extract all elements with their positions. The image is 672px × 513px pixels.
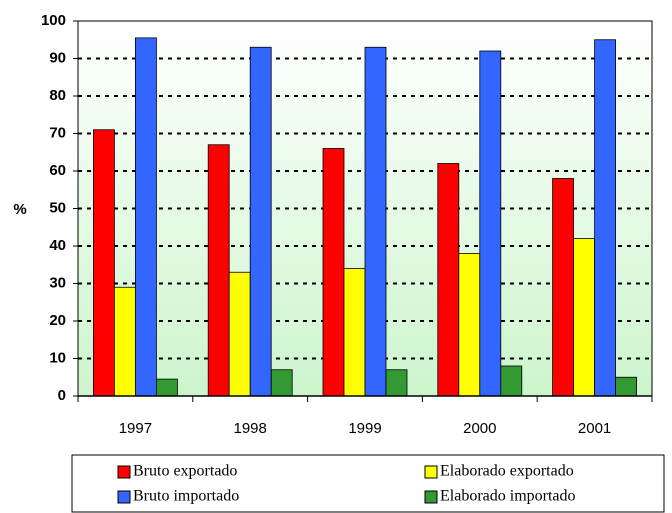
y-tick-label: 80	[49, 87, 66, 104]
legend-label: Bruto exportado	[133, 463, 237, 480]
bar	[93, 129, 115, 397]
y-tick-label: 40	[49, 237, 66, 254]
legend-label: Bruto importado	[133, 488, 239, 505]
x-tick-label: 1998	[234, 420, 267, 437]
x-tick-label: 2000	[463, 420, 496, 437]
y-axis-label: %	[13, 201, 26, 218]
y-tick-label: 10	[49, 349, 66, 366]
legend-swatch	[117, 465, 131, 479]
bar	[364, 46, 387, 397]
legend-label: Elaborado importado	[440, 488, 576, 505]
bar	[573, 238, 595, 397]
y-tick-label: 90	[49, 49, 66, 66]
legend	[71, 454, 665, 513]
legend-swatch	[424, 465, 438, 479]
bar	[228, 271, 251, 397]
bar	[458, 253, 481, 397]
y-tick-label: 50	[49, 199, 66, 216]
bar	[322, 148, 345, 397]
bar	[270, 369, 293, 397]
bar	[594, 39, 616, 397]
y-tick-label: 100	[41, 12, 66, 29]
legend-swatch	[117, 490, 131, 504]
y-tick-label: 70	[49, 124, 66, 141]
bar	[343, 268, 366, 397]
bar	[552, 178, 574, 397]
bar	[437, 163, 460, 397]
legend-label: Elaborado exportado	[440, 463, 574, 480]
bar	[207, 144, 230, 397]
bar	[249, 46, 272, 397]
bar	[155, 378, 178, 397]
y-tick-label: 30	[49, 274, 66, 291]
legend-swatch	[424, 490, 438, 504]
bar	[500, 365, 523, 397]
y-tick-label: 0	[58, 387, 66, 404]
x-tick-label: 2001	[578, 420, 611, 437]
x-tick-label: 1999	[348, 420, 381, 437]
bar	[479, 50, 502, 397]
bar	[114, 286, 136, 397]
x-tick-label: 1997	[119, 420, 152, 437]
bar	[615, 376, 637, 397]
bar	[134, 37, 157, 397]
y-tick-label: 60	[49, 162, 66, 179]
y-tick-label: 20	[49, 312, 66, 329]
bar	[385, 369, 408, 397]
